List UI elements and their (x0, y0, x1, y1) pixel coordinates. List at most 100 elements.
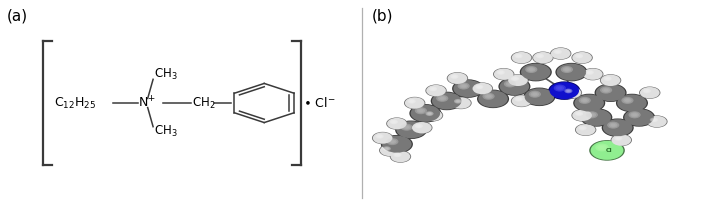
Circle shape (549, 82, 579, 99)
Circle shape (415, 124, 423, 128)
Circle shape (595, 83, 627, 102)
Circle shape (513, 78, 517, 80)
Circle shape (587, 71, 593, 74)
Text: $\mathregular{CH_3}$: $\mathregular{CH_3}$ (154, 124, 177, 139)
Circle shape (511, 95, 532, 107)
Circle shape (478, 86, 481, 88)
Circle shape (562, 67, 571, 72)
Circle shape (651, 118, 657, 122)
Circle shape (550, 47, 572, 60)
Circle shape (551, 48, 570, 59)
Circle shape (578, 113, 580, 115)
Circle shape (498, 77, 531, 96)
Circle shape (390, 140, 395, 143)
Circle shape (575, 111, 583, 116)
Circle shape (528, 91, 541, 98)
Circle shape (447, 72, 468, 84)
Circle shape (625, 99, 630, 102)
Circle shape (531, 92, 539, 97)
Circle shape (454, 99, 462, 104)
Circle shape (456, 100, 459, 102)
Circle shape (396, 154, 399, 156)
Circle shape (653, 119, 655, 121)
Circle shape (554, 49, 562, 54)
Circle shape (394, 153, 400, 157)
Circle shape (583, 68, 603, 80)
Circle shape (432, 92, 461, 109)
Circle shape (630, 112, 639, 117)
Circle shape (376, 134, 384, 139)
Circle shape (504, 80, 516, 88)
Circle shape (386, 138, 399, 145)
Circle shape (611, 134, 632, 146)
Circle shape (390, 119, 398, 124)
Circle shape (645, 90, 648, 92)
Circle shape (415, 107, 427, 114)
Circle shape (438, 96, 446, 101)
Text: $\mathregular{N^{+}}$: $\mathregular{N^{+}}$ (138, 95, 156, 111)
Text: $\mathregular{CH_3}$: $\mathregular{CH_3}$ (154, 67, 177, 82)
Circle shape (516, 98, 521, 101)
Circle shape (578, 126, 587, 130)
Circle shape (430, 87, 436, 91)
Circle shape (451, 75, 457, 78)
Circle shape (599, 146, 605, 149)
Circle shape (520, 63, 552, 81)
Circle shape (616, 137, 620, 139)
Circle shape (603, 76, 611, 81)
Text: $\mathregular{C_{12}H_{25}}$: $\mathregular{C_{12}H_{25}}$ (54, 95, 97, 111)
Circle shape (606, 78, 609, 80)
Circle shape (448, 73, 467, 84)
Circle shape (425, 84, 447, 97)
Circle shape (650, 117, 658, 122)
Circle shape (430, 92, 463, 110)
Circle shape (494, 68, 513, 80)
Circle shape (616, 137, 621, 140)
Circle shape (572, 109, 593, 122)
Circle shape (565, 89, 571, 93)
Circle shape (477, 90, 509, 108)
Circle shape (426, 85, 446, 96)
Circle shape (589, 140, 625, 161)
Circle shape (567, 90, 570, 92)
Circle shape (607, 122, 619, 129)
Circle shape (390, 150, 411, 163)
Circle shape (536, 54, 544, 58)
Circle shape (451, 74, 459, 79)
Circle shape (404, 126, 409, 129)
Circle shape (372, 132, 394, 144)
Circle shape (425, 111, 433, 116)
Circle shape (391, 120, 397, 124)
Text: (b): (b) (372, 8, 394, 23)
Circle shape (422, 109, 443, 122)
Circle shape (572, 52, 592, 63)
Circle shape (596, 84, 625, 101)
Circle shape (486, 95, 491, 98)
Circle shape (585, 70, 594, 75)
Circle shape (377, 135, 382, 138)
Circle shape (497, 70, 505, 75)
Circle shape (583, 99, 587, 102)
Circle shape (440, 97, 445, 100)
Circle shape (515, 54, 523, 58)
Circle shape (561, 66, 573, 73)
Circle shape (428, 113, 431, 115)
Circle shape (623, 108, 655, 127)
Circle shape (453, 76, 456, 77)
Circle shape (412, 122, 432, 133)
Circle shape (500, 78, 529, 95)
Circle shape (458, 82, 469, 90)
Text: $\mathregular{CH_2}$: $\mathregular{CH_2}$ (192, 95, 216, 111)
Circle shape (451, 97, 472, 109)
Circle shape (427, 112, 433, 115)
Circle shape (436, 95, 448, 102)
Circle shape (410, 104, 441, 123)
Circle shape (605, 77, 611, 80)
Text: Cl: Cl (606, 149, 612, 153)
Circle shape (572, 52, 593, 64)
Circle shape (644, 89, 650, 93)
Circle shape (576, 124, 596, 136)
Circle shape (642, 89, 651, 93)
Circle shape (373, 132, 392, 144)
Circle shape (387, 118, 407, 129)
